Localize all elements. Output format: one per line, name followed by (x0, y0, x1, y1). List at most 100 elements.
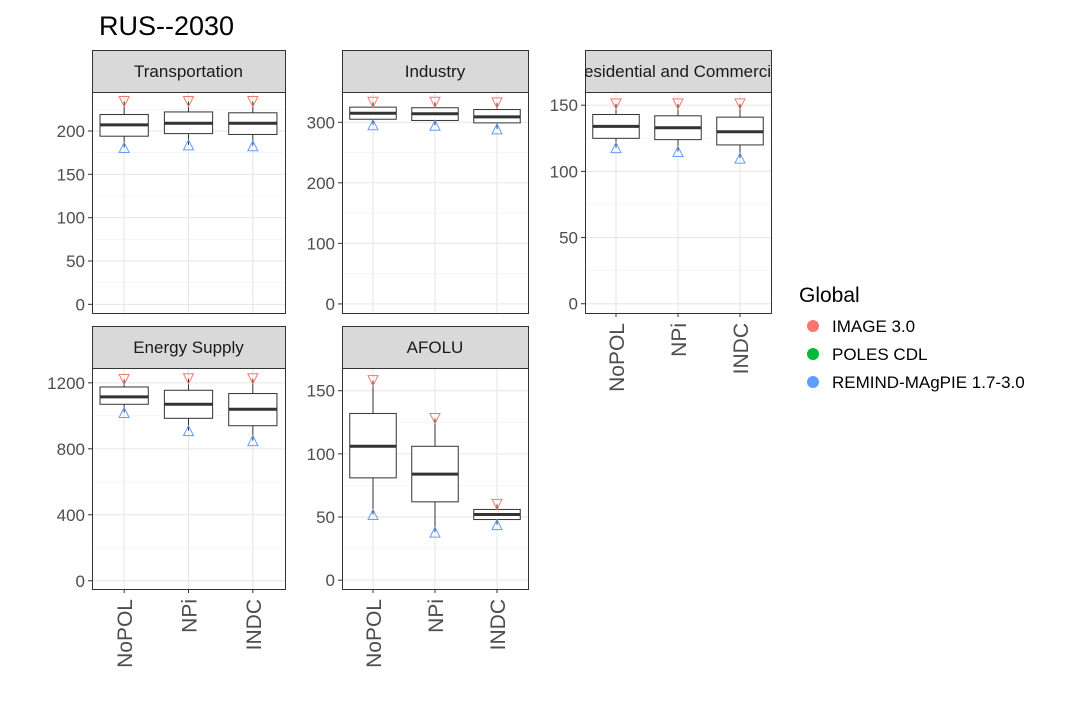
panel-border (342, 92, 529, 314)
remind-marker (734, 152, 746, 164)
x-tick-label: NPi (668, 323, 691, 357)
boxplot-indc (228, 373, 278, 447)
boxplot-npi (654, 98, 702, 158)
legend: Global IMAGE 3.0 POLES CDL REMIND-MAgPIE 1.… (799, 284, 1025, 392)
image-marker (491, 97, 503, 110)
remind-marker (429, 119, 441, 131)
boxplot-indc (473, 97, 521, 135)
remind-marker (247, 139, 259, 152)
y-tick-label: 50 (559, 229, 578, 248)
facet-panel-industry: Industry 0 100 200 300 (307, 50, 529, 314)
facet-strip-label: Residential and Commercial (572, 62, 785, 81)
x-tick-label: NPi (179, 599, 202, 633)
remind-marker (610, 141, 622, 154)
boxplot-indc (473, 498, 521, 531)
facet-strip-label: Transportation (134, 62, 243, 81)
boxplot-npi (411, 413, 459, 538)
chart-title: RUS--2030 (99, 11, 234, 41)
legend-key (807, 320, 819, 332)
boxplot-npi (163, 373, 214, 437)
x-tick-label: NPi (425, 599, 448, 633)
y-tick-label: 50 (66, 252, 85, 271)
facet-panels: Transportation 0 50 100 150 200 Industry 0 100 20… (47, 50, 785, 668)
panel-border (92, 92, 286, 314)
facet-strip (342, 50, 529, 93)
boxplot-indc (716, 98, 764, 164)
image-marker (247, 373, 259, 385)
remind-marker (182, 138, 195, 151)
y-tick-label: 400 (57, 506, 85, 525)
y-tick-label: 0 (76, 295, 85, 314)
remind-marker (182, 424, 195, 437)
x-tick-label: NoPOL (606, 323, 629, 392)
y-tick-label: 100 (307, 234, 335, 253)
boxplot-nopol (99, 374, 149, 419)
y-tick-label: 100 (57, 209, 85, 228)
boxplot-nopol (349, 375, 397, 520)
y-tick-label: 0 (326, 571, 335, 590)
image-marker (118, 374, 130, 386)
y-tick-label: 150 (550, 96, 578, 115)
image-marker (610, 98, 622, 111)
remind-marker (367, 508, 379, 520)
y-tick-label: 0 (76, 572, 85, 591)
legend-label: REMIND-MAgPIE 1.7-3.0 (832, 373, 1025, 392)
x-tick-label: NoPOL (363, 599, 386, 668)
y-tick-label: 300 (307, 113, 335, 132)
y-tick-label: 150 (57, 165, 85, 184)
image-marker (367, 375, 379, 387)
facet-panel-transportation: Transportation 0 50 100 150 200 (57, 50, 286, 314)
boxplot-indc (228, 96, 278, 152)
x-tick-label: INDC (243, 599, 266, 650)
legend-key (807, 348, 819, 360)
image-marker (247, 96, 259, 108)
y-tick-label: 200 (307, 174, 335, 193)
y-tick-label: 100 (550, 162, 578, 181)
image-marker (182, 373, 195, 385)
facet-panel-afolu: AFOLU 0 50 100 150 NoPOL NPi INDC (307, 326, 529, 668)
image-marker (672, 98, 684, 111)
x-tick-label: INDC (487, 599, 510, 650)
legend-title: Global (799, 284, 860, 307)
image-marker (429, 413, 441, 425)
y-tick-label: 100 (307, 445, 335, 464)
remind-marker (367, 118, 379, 131)
remind-marker (429, 526, 441, 538)
remind-marker (247, 434, 259, 447)
facet-strip (92, 326, 286, 369)
y-tick-label: 1200 (47, 374, 85, 393)
y-tick-label: 800 (57, 440, 85, 459)
facet-strip-label: Energy Supply (133, 338, 244, 357)
boxplot-nopol (349, 96, 397, 131)
facet-strip-label: Industry (405, 62, 466, 81)
remind-marker (672, 145, 684, 158)
image-marker (367, 96, 379, 109)
boxplot-npi (411, 96, 459, 131)
facet-strip (92, 50, 286, 93)
y-tick-label: 50 (316, 508, 335, 527)
boxplot-npi (163, 96, 214, 151)
y-tick-label: 150 (307, 382, 335, 401)
remind-marker (491, 518, 503, 531)
image-marker (734, 98, 746, 111)
image-marker (182, 96, 195, 108)
legend-label: POLES CDL (832, 345, 927, 364)
remind-marker (118, 406, 130, 419)
boxplot-nopol (99, 96, 149, 153)
image-marker (491, 498, 503, 511)
remind-marker (118, 141, 130, 153)
x-tick-label: INDC (730, 323, 753, 374)
image-marker (118, 96, 130, 108)
legend-key (807, 376, 819, 388)
image-marker (429, 96, 441, 109)
y-tick-label: 0 (326, 295, 335, 314)
facet-strip-label: AFOLU (407, 338, 464, 357)
facet-panel-residential-and-commercial: Residential and Commercial 0 50 100 150 NoPOL… (550, 50, 785, 392)
facet-panel-energy-supply: Energy Supply 0 400 800 1200 NoPOL NPi INDC (47, 326, 286, 668)
y-tick-label: 0 (569, 295, 578, 314)
x-tick-label: NoPOL (114, 599, 137, 668)
legend-label: IMAGE 3.0 (832, 317, 915, 336)
boxplot-nopol (592, 98, 640, 154)
remind-marker (491, 122, 503, 135)
